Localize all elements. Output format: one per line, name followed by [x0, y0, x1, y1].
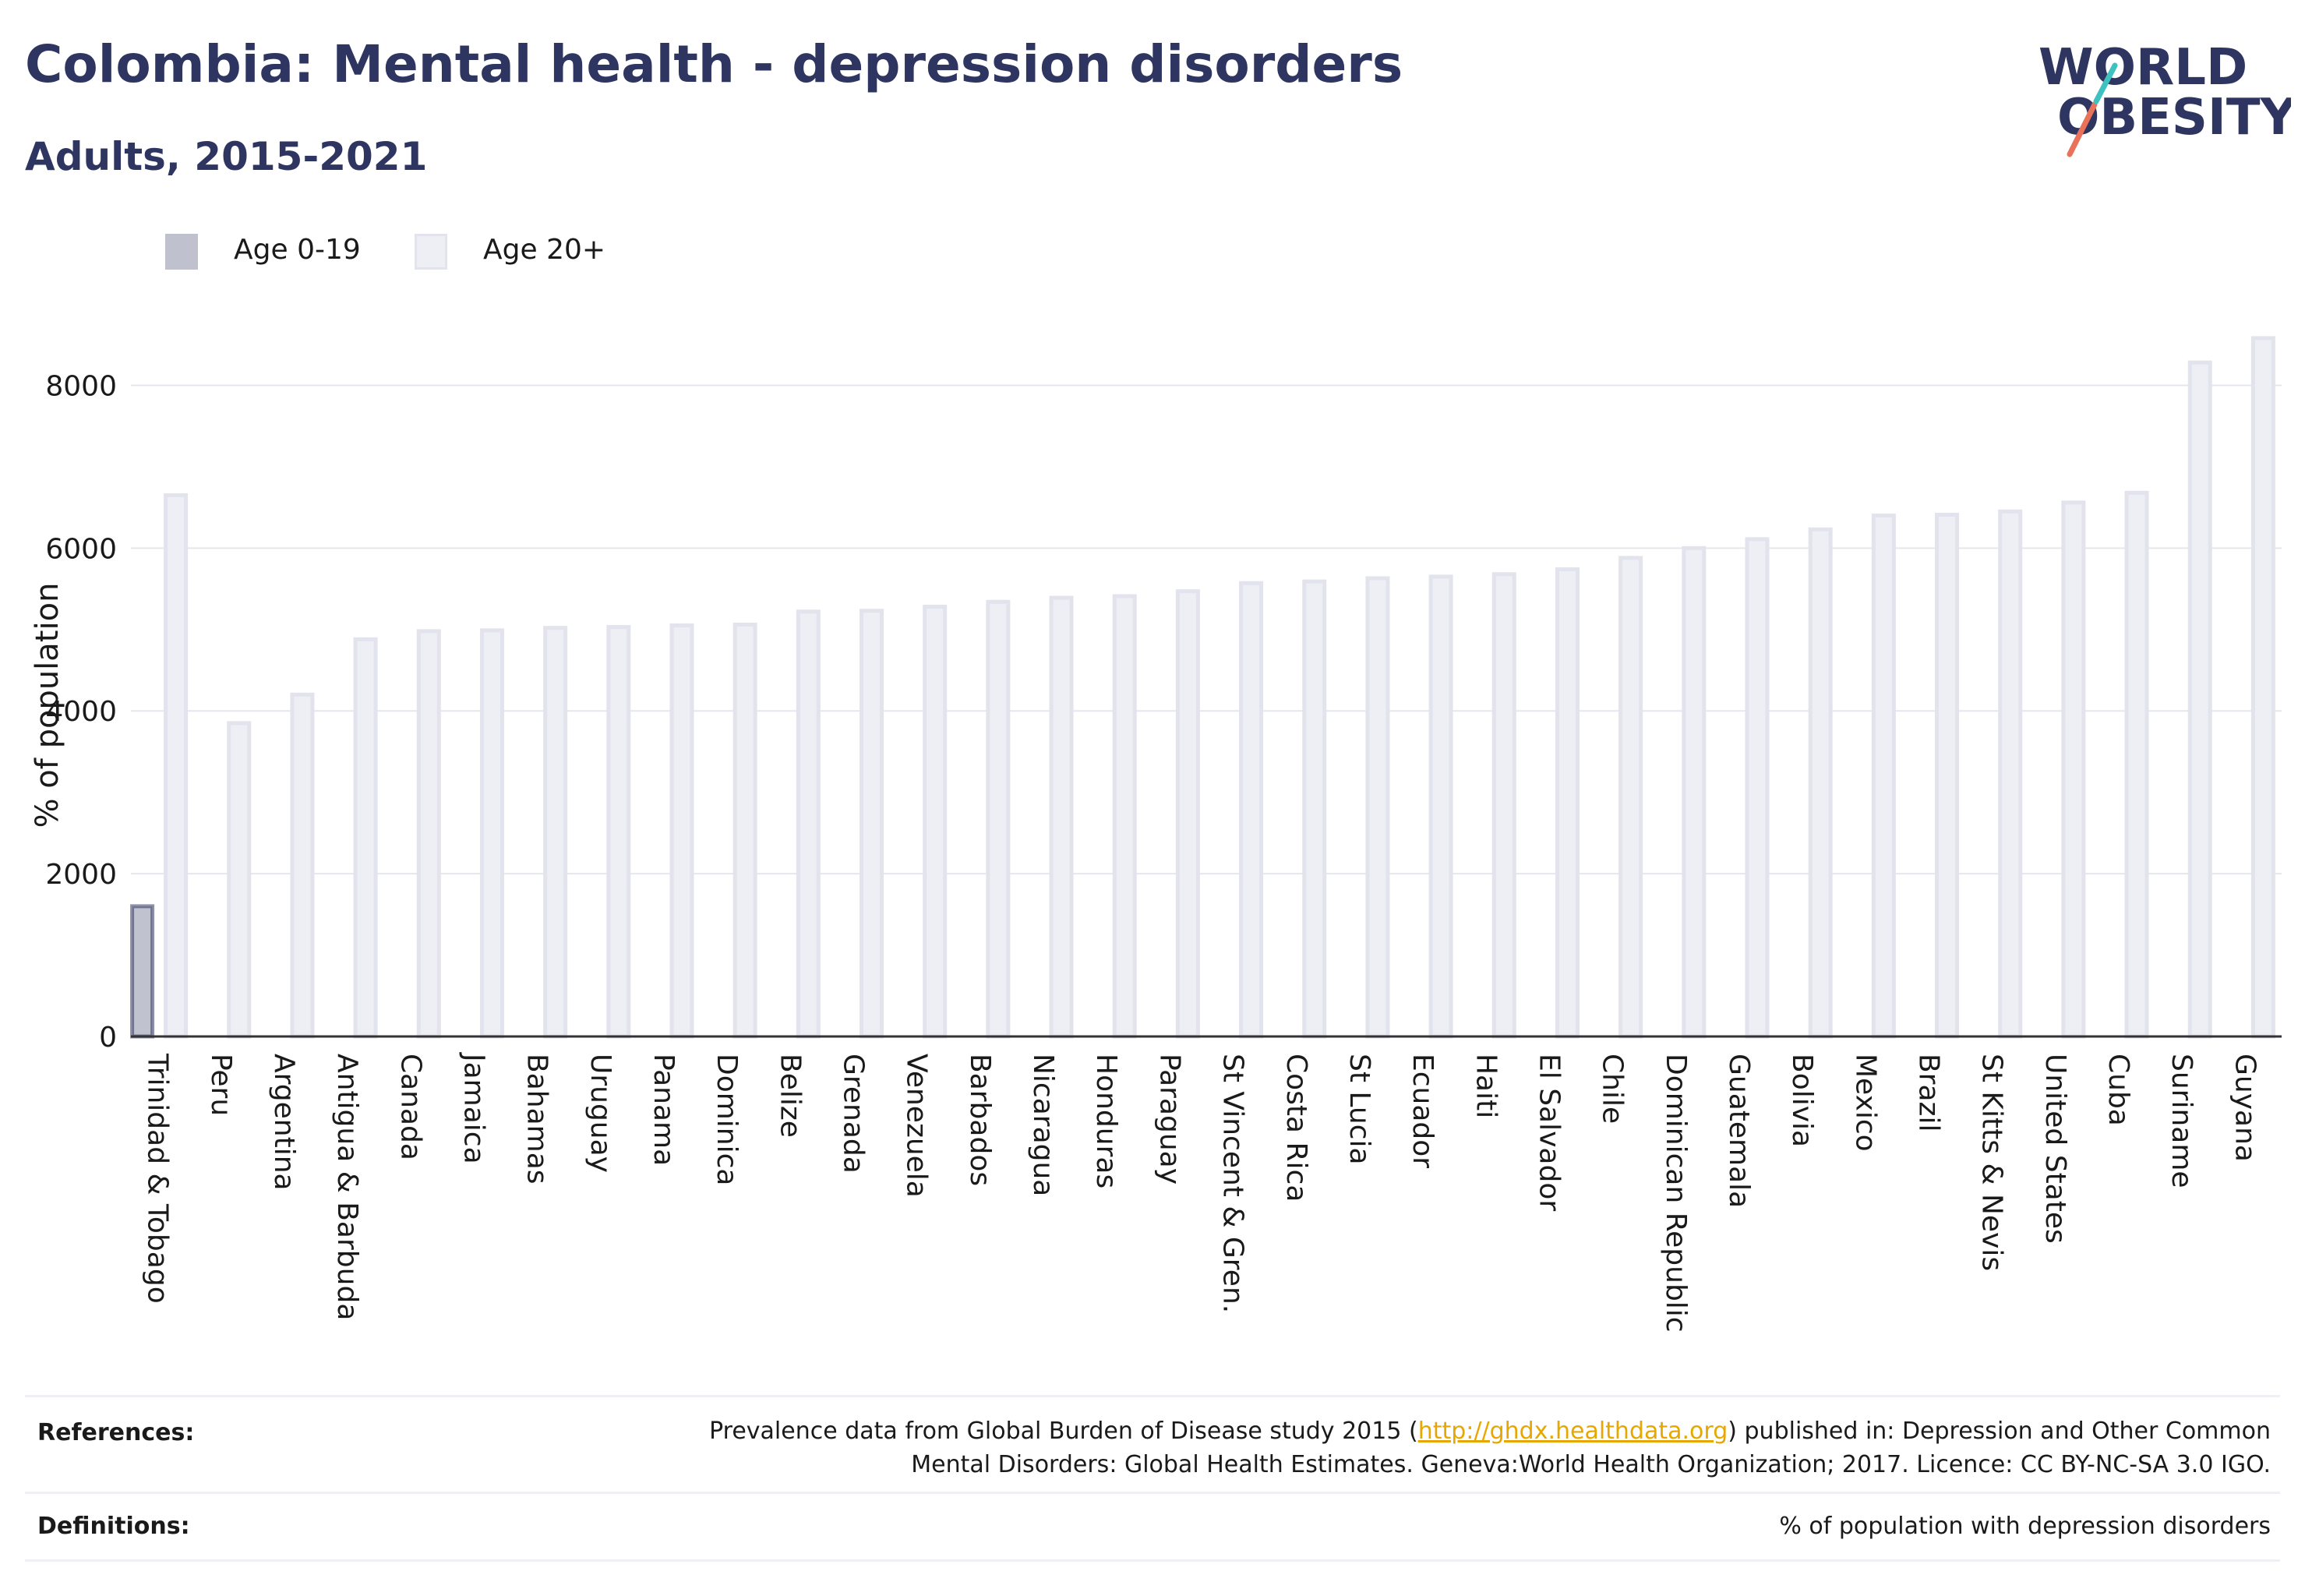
bar-age-20-plus[interactable]	[1998, 509, 2023, 1039]
x-tick-label: Dominican Republic	[1660, 1054, 1692, 1333]
x-tick-label: Honduras	[1090, 1054, 1122, 1188]
y-tick-label: 2000	[45, 859, 117, 891]
x-tick-label: Brazil	[1913, 1054, 1945, 1132]
references-text: Prevalence data from Global Burden of Di…	[709, 1414, 2271, 1481]
bar-age-20-plus[interactable]	[543, 626, 568, 1039]
bar-age-20-plus[interactable]	[1808, 527, 1833, 1039]
definitions-text: % of population with depression disorder…	[1779, 1513, 2271, 1540]
x-tick-label: Guyana	[2229, 1054, 2261, 1162]
x-tick-label: Haiti	[1470, 1054, 1502, 1118]
x-tick-label: Dominica	[711, 1054, 743, 1186]
bar-age-20-plus[interactable]	[1682, 546, 1707, 1039]
y-axis-label: % of population	[30, 583, 65, 828]
x-tick-label: Barbados	[964, 1054, 996, 1186]
x-tick-label: Jamaica	[457, 1052, 489, 1164]
x-tick-label: St Kitts & Nevis	[1976, 1054, 2008, 1271]
x-tick-label: Cuba	[2102, 1054, 2134, 1126]
x-tick-label: United States	[2039, 1054, 2071, 1244]
bar-age-20-plus[interactable]	[2187, 360, 2212, 1039]
bar-age-20-plus[interactable]	[1935, 513, 1960, 1039]
bar-age-20-plus[interactable]	[1555, 567, 1580, 1039]
bar-age-20-plus[interactable]	[2124, 490, 2149, 1039]
x-tick-label: St Lucia	[1343, 1054, 1375, 1165]
bar-age-20-plus[interactable]	[732, 623, 757, 1039]
x-tick-label: Costa Rica	[1280, 1054, 1312, 1202]
x-tick-label: St Vincent & Gren.	[1217, 1054, 1249, 1313]
bar-age-20-plus[interactable]	[1428, 574, 1453, 1039]
bar-age-20-plus[interactable]	[1365, 576, 1390, 1039]
y-tick-label: 6000	[45, 533, 117, 565]
x-tick-label: Antigua & Barbuda	[331, 1054, 363, 1320]
bars	[130, 336, 2275, 1039]
legend-label-age-20-plus: Age 20+	[483, 234, 606, 266]
bar-age-20-plus[interactable]	[1302, 579, 1327, 1039]
bar-age-20-plus[interactable]	[923, 605, 948, 1039]
references-label: References:	[37, 1419, 195, 1446]
bar-age-20-plus[interactable]	[606, 625, 631, 1039]
bar-age-20-plus[interactable]	[986, 599, 1011, 1039]
x-tick-label: Chile	[1597, 1054, 1629, 1124]
x-tick-label: Belize	[774, 1054, 806, 1138]
bar-age-0-19[interactable]	[130, 904, 155, 1039]
bar-age-20-plus[interactable]	[479, 628, 504, 1039]
legend-label-age-0-19: Age 0-19	[234, 234, 361, 266]
chart-subtitle: Adults, 2015-2021	[25, 134, 428, 179]
footer-references: References: Prevalence data from Global …	[25, 1395, 2280, 1562]
x-tick-label: Peru	[205, 1054, 237, 1116]
bar-chart: 0 2000 4000 6000 8000 Trinidad & Tobago Peru A…	[30, 336, 2282, 1333]
references-text-before: Prevalence data from Global Burden of Di…	[709, 1418, 1418, 1445]
bar-age-20-plus[interactable]	[2250, 336, 2275, 1039]
x-tick-label: Canada	[394, 1054, 426, 1160]
x-tick-label: Suriname	[2166, 1054, 2197, 1188]
x-tick-labels: Trinidad & Tobago Peru Argentina Antigua & …	[142, 1052, 2261, 1333]
bar-age-20-plus[interactable]	[796, 609, 821, 1039]
x-tick-label: Ecuador	[1407, 1054, 1438, 1168]
bar-age-20-plus[interactable]	[1112, 594, 1137, 1039]
x-tick-label: Bahamas	[521, 1054, 553, 1185]
legend-swatch-age-20-plus	[415, 234, 447, 270]
bar-age-20-plus[interactable]	[353, 637, 378, 1039]
bar-age-20-plus[interactable]	[669, 623, 694, 1039]
bar-age-20-plus[interactable]	[2061, 500, 2086, 1039]
references-link[interactable]: http://ghdx.healthdata.org	[1417, 1418, 1728, 1445]
bar-age-20-plus[interactable]	[1049, 595, 1074, 1039]
x-tick-label: Paraguay	[1153, 1054, 1185, 1185]
world-obesity-logo: WORLD OBESITY	[2026, 39, 2296, 164]
bar-age-20-plus[interactable]	[1618, 556, 1643, 1039]
x-tick-label: Nicaragua	[1027, 1054, 1059, 1196]
definitions-label: Definitions:	[37, 1513, 190, 1540]
x-tick-label: Bolivia	[1786, 1054, 1818, 1147]
bar-age-20-plus[interactable]	[1871, 514, 1896, 1039]
x-tick-label: Mexico	[1849, 1054, 1881, 1152]
bar-age-20-plus[interactable]	[290, 692, 315, 1039]
chart-title: Colombia: Mental health - depression dis…	[25, 34, 1403, 94]
legend-swatch-age-0-19	[165, 234, 198, 270]
bar-age-20-plus[interactable]	[1175, 589, 1200, 1039]
bar-age-20-plus[interactable]	[860, 609, 884, 1039]
y-tick-label: 8000	[45, 370, 117, 402]
bar-age-20-plus[interactable]	[1239, 581, 1264, 1039]
bar-age-20-plus[interactable]	[1745, 537, 1770, 1039]
y-tick-label: 0	[99, 1022, 117, 1054]
x-tick-label: El Salvador	[1533, 1054, 1565, 1211]
x-tick-label: Trinidad & Tobago	[142, 1053, 174, 1304]
references-text-line2: Mental Disorders: Global Health Estimate…	[911, 1451, 2271, 1478]
references-text-after: ) published in: Depression and Other Com…	[1728, 1418, 2271, 1445]
bar-age-20-plus[interactable]	[416, 629, 441, 1039]
x-tick-label: Grenada	[838, 1054, 870, 1174]
bar-age-20-plus[interactable]	[164, 493, 189, 1039]
y-tick-label: 4000	[45, 696, 117, 728]
references-row: References: Prevalence data from Global …	[25, 1395, 2280, 1494]
definitions-row: Definitions: % of population with depres…	[25, 1492, 2280, 1562]
x-tick-label: Uruguay	[584, 1054, 616, 1173]
bar-age-20-plus[interactable]	[1491, 572, 1516, 1039]
bar-age-20-plus[interactable]	[227, 721, 252, 1039]
x-tick-label: Panama	[648, 1054, 679, 1166]
x-tick-label: Argentina	[268, 1054, 300, 1191]
x-tick-label: Venezuela	[901, 1054, 933, 1198]
y-tick-labels: 0 2000 4000 6000 8000	[45, 370, 117, 1054]
svg-text:WORLD: WORLD	[2038, 39, 2247, 97]
x-tick-label: Guatemala	[1723, 1054, 1755, 1208]
